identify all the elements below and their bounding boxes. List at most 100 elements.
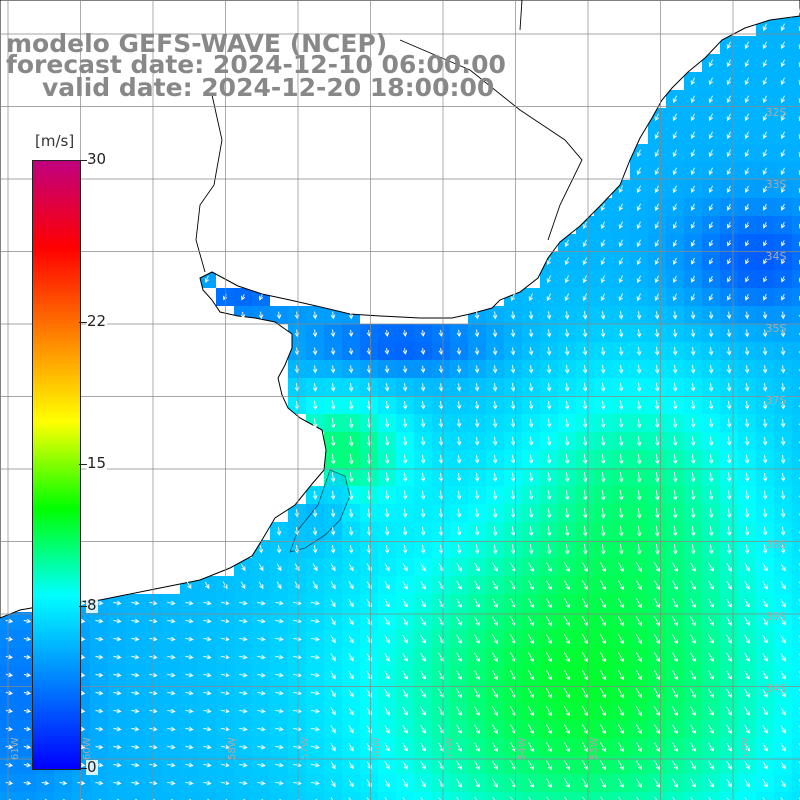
wind-arrow: [618, 454, 624, 465]
wind-arrow: [636, 364, 642, 375]
wind-arrow: [528, 580, 534, 591]
wind-arrow: [672, 454, 678, 465]
wind-arrow: [636, 760, 642, 771]
wind-arrow: [726, 616, 732, 626]
wind-arrow: [636, 167, 641, 176]
wind-arrow: [292, 726, 302, 732]
wind-speed-cell: [126, 792, 144, 800]
wind-arrow: [672, 275, 678, 284]
wind-arrow: [672, 400, 678, 411]
wind-arrow: [546, 454, 552, 465]
wind-arrow: [762, 760, 768, 770]
wind-arrow: [636, 257, 641, 266]
wind-arrow: [203, 672, 212, 678]
wind-arrow: [167, 762, 176, 768]
wind-arrow: [618, 382, 624, 393]
wind-arrow: [204, 581, 210, 589]
wind-arrow: [492, 347, 498, 356]
wind-arrow: [456, 652, 462, 663]
wind-speed-cell: [342, 792, 360, 800]
latitude-label: 38S: [766, 538, 787, 551]
wind-arrow: [762, 41, 767, 50]
wind-arrow: [420, 347, 426, 355]
wind-speed-cell: [792, 306, 800, 324]
wind-arrow: [690, 275, 696, 283]
wind-arrow: [672, 760, 678, 771]
wind-speed-cell: [738, 792, 756, 800]
wind-arrow: [23, 780, 32, 786]
wind-arrow: [402, 472, 408, 483]
wind-arrow: [438, 454, 444, 465]
wind-arrow: [330, 472, 336, 483]
wind-arrow: [546, 329, 552, 338]
wind-arrow: [618, 364, 624, 375]
wind-arrow: [257, 672, 266, 678]
wind-arrow: [402, 365, 408, 374]
wind-arrow: [582, 490, 588, 501]
wind-arrow: [239, 636, 248, 642]
wind-arrow: [690, 688, 696, 699]
wind-arrow: [636, 778, 642, 789]
wind-arrow: [474, 670, 480, 681]
wind-arrow: [690, 257, 696, 265]
longitude-label: 61W: [10, 737, 21, 760]
wind-arrow: [312, 347, 318, 356]
wind-arrow: [636, 598, 643, 609]
wind-arrow: [564, 311, 570, 320]
wind-arrow: [204, 275, 210, 284]
wind-arrow: [257, 600, 266, 606]
wind-arrow: [654, 688, 661, 699]
wind-speed-cell: [306, 792, 324, 800]
wind-arrow: [564, 490, 570, 501]
wind-arrow: [546, 365, 552, 374]
wind-arrow: [762, 131, 767, 140]
wind-arrow: [203, 744, 212, 750]
wind-arrow: [582, 598, 589, 609]
wind-speed-cell: [792, 90, 800, 108]
wind-speed-cell: [792, 540, 800, 558]
wind-arrow: [762, 167, 767, 176]
wind-speed-cell: [720, 792, 738, 800]
wind-arrow: [420, 472, 426, 483]
wind-arrow: [636, 634, 643, 645]
wind-arrow: [618, 239, 623, 248]
wind-arrow: [546, 580, 552, 591]
wind-arrow: [113, 654, 122, 660]
wind-arrow: [240, 311, 246, 320]
wind-arrow: [618, 185, 623, 194]
wind-arrow: [492, 562, 498, 572]
wind-arrow: [402, 329, 408, 337]
wind-arrow: [420, 508, 426, 519]
wind-arrow: [294, 383, 300, 392]
wind-arrow: [636, 436, 642, 447]
longitude-label: 53W: [589, 737, 600, 760]
wind-arrow: [690, 203, 696, 212]
wind-arrow: [312, 581, 318, 590]
wind-arrow: [402, 580, 408, 590]
wind-arrow: [185, 708, 194, 714]
wind-arrow: [762, 203, 768, 211]
wind-arrow: [294, 545, 300, 554]
wind-arrow: [492, 742, 498, 753]
wind-arrow: [762, 293, 768, 301]
wind-arrow: [348, 508, 354, 519]
border-line: [399, 39, 583, 241]
wind-arrow: [726, 131, 731, 140]
wind-arrow: [5, 762, 14, 768]
wind-arrow: [5, 636, 14, 642]
wind-arrow: [690, 598, 696, 609]
wind-arrow: [690, 706, 696, 717]
wind-arrow: [600, 382, 606, 393]
wind-arrow: [690, 221, 696, 229]
wind-arrow: [420, 652, 426, 662]
wind-arrow: [420, 418, 426, 428]
wind-arrow: [708, 580, 714, 590]
wind-arrow: [185, 762, 194, 768]
wind-speed-cell: [792, 468, 800, 486]
wind-arrow: [510, 472, 516, 483]
wind-arrow: [763, 276, 768, 283]
wind-arrow: [402, 724, 408, 734]
wind-arrow: [474, 598, 480, 608]
longitude-label: 58W: [227, 737, 238, 760]
wind-arrow: [690, 77, 695, 86]
